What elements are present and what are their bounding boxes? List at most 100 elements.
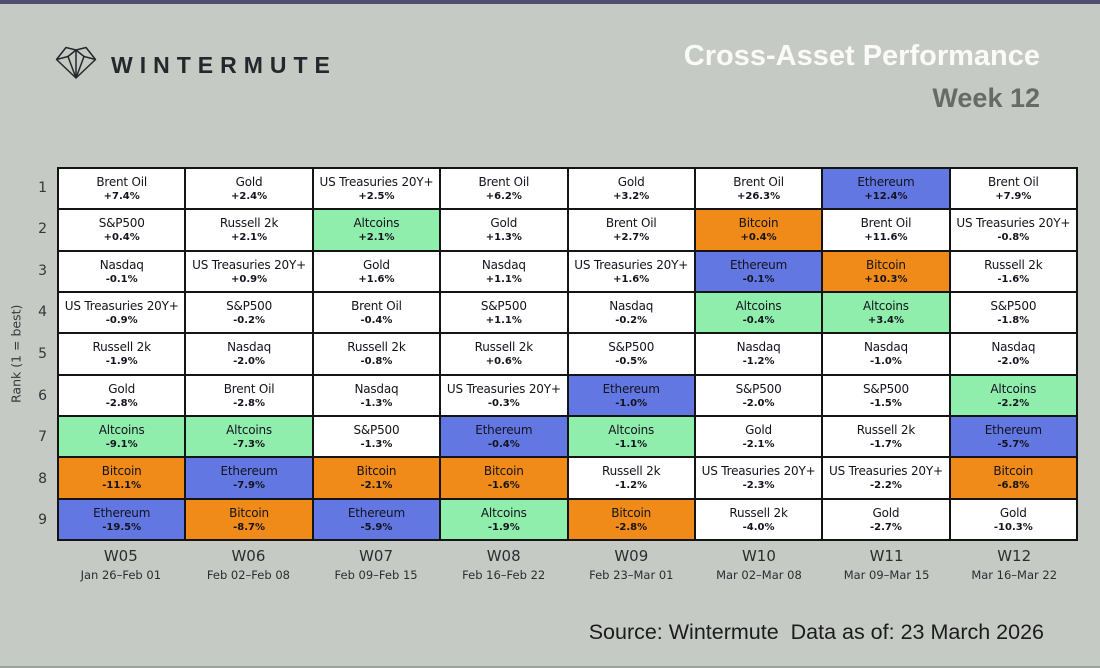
asset-change: +1.6% xyxy=(358,273,395,285)
x-tick-w10: W10 Mar 02–Mar 08 xyxy=(695,547,823,582)
asset-change: -11.1% xyxy=(102,480,142,492)
asset-name: Altcoins xyxy=(990,381,1037,396)
asset-name: Brent Oil xyxy=(223,381,275,396)
asset-name: Ethereum xyxy=(93,505,151,520)
asset-change: -2.7% xyxy=(869,521,902,533)
asset-change: +3.4% xyxy=(867,315,904,327)
cell-w08-rank-2: Gold +1.3% xyxy=(440,209,568,251)
top-accent-bar xyxy=(0,0,1100,4)
asset-change: -1.6% xyxy=(997,273,1030,285)
asset-change: -1.0% xyxy=(615,397,648,409)
asset-name: US Treasuries 20Y+ xyxy=(701,464,816,479)
rank-axis: 1 2 3 4 5 6 7 8 9 xyxy=(26,167,52,541)
rank-label-3: 3 xyxy=(38,262,47,279)
cell-w10-rank-6: S&P500 -2.0% xyxy=(694,374,823,416)
cell-w11-rank-2: Brent Oil +11.6% xyxy=(822,209,950,251)
cell-w10-rank-7: Gold -2.1% xyxy=(694,415,823,458)
asset-change: -2.0% xyxy=(997,356,1030,368)
asset-name: Ethereum xyxy=(857,175,915,190)
asset-name: Gold xyxy=(108,381,136,396)
cell-w07-rank-8: Bitcoin -2.1% xyxy=(312,457,441,499)
asset-change: -1.0% xyxy=(869,356,902,368)
cell-w07-rank-6: Nasdaq -1.3% xyxy=(312,374,441,416)
cell-w06-rank-6: Brent Oil -2.8% xyxy=(185,374,313,416)
cell-w05-rank-5: Russell 2k -1.9% xyxy=(58,333,186,375)
asset-name: Nasdaq xyxy=(736,340,781,355)
asset-name: Bitcoin xyxy=(229,505,269,520)
cell-w09-rank-9: Bitcoin -2.8% xyxy=(567,498,695,540)
asset-change: -5.9% xyxy=(360,521,393,533)
asset-name: S&P500 xyxy=(480,299,527,314)
cell-w10-rank-9: Russell 2k -4.0% xyxy=(694,498,823,540)
cell-w11-rank-8: US Treasuries 20Y+ -2.2% xyxy=(822,457,950,499)
rank-label-5: 5 xyxy=(38,346,47,363)
asset-name: Russell 2k xyxy=(474,340,534,355)
cell-w08-rank-9: Altcoins -1.9% xyxy=(440,498,568,540)
asset-name: Altcoins xyxy=(735,299,782,314)
asset-name: S&P500 xyxy=(990,299,1037,314)
asset-change: +2.7% xyxy=(613,232,650,244)
asset-change: +7.4% xyxy=(103,191,140,203)
asset-change: -7.3% xyxy=(233,439,265,451)
asset-name: Brent Oil xyxy=(351,299,402,314)
cell-w08-rank-4: S&P500 +1.1% xyxy=(440,291,568,334)
asset-change: +10.3% xyxy=(864,273,908,285)
asset-name: Brent Oil xyxy=(96,175,148,190)
wintermute-brand: WINTERMUTE xyxy=(55,46,337,84)
week-dates: Mar 16–Mar 22 xyxy=(971,568,1058,582)
asset-name: Nasdaq xyxy=(354,381,399,396)
asset-change: -0.2% xyxy=(233,315,265,327)
week-dates: Mar 09–Mar 15 xyxy=(843,568,930,582)
asset-name: Nasdaq xyxy=(481,257,526,272)
rank-label-8: 8 xyxy=(38,470,47,487)
week-column-w08: Brent Oil +6.2% Gold +1.3% Nasdaq +1.1% S&P500… xyxy=(440,168,568,540)
asset-change: +2.4% xyxy=(231,191,268,203)
chart-titles: Cross-Asset Performance Week 12 xyxy=(684,40,1040,114)
week-column-w09: Gold +3.2% Brent Oil +2.7% US Treasuries 20Y… xyxy=(567,168,695,540)
asset-name: Russell 2k xyxy=(602,464,661,479)
asset-change: -1.9% xyxy=(105,356,138,368)
cell-w07-rank-1: US Treasuries 20Y+ +2.5% xyxy=(312,168,441,210)
cell-w10-rank-1: Brent Oil +26.3% xyxy=(694,168,823,210)
cell-w07-rank-3: Gold +1.6% xyxy=(312,250,441,292)
asset-name: Bitcoin xyxy=(101,464,142,479)
cell-w12-rank-1: Brent Oil +7.9% xyxy=(949,168,1077,210)
asset-change: -2.1% xyxy=(360,480,393,492)
cell-w09-rank-1: Gold +3.2% xyxy=(567,168,695,210)
week-dates: Feb 09–Feb 15 xyxy=(334,568,418,582)
asset-name: S&P500 xyxy=(862,381,909,396)
asset-change: -4.0% xyxy=(742,521,775,533)
cell-w05-rank-3: Nasdaq -0.1% xyxy=(58,250,186,292)
asset-change: -19.5% xyxy=(102,521,142,533)
week-label: W11 xyxy=(869,547,904,565)
x-tick-w07: W07 Feb 09–Feb 15 xyxy=(312,547,440,582)
asset-change: -5.7% xyxy=(997,439,1030,451)
asset-name: Gold xyxy=(235,175,263,190)
asset-change: -2.2% xyxy=(869,480,902,492)
asset-name: Brent Oil xyxy=(987,175,1039,190)
cell-w10-rank-3: Ethereum -0.1% xyxy=(694,250,823,292)
asset-name: Ethereum xyxy=(347,505,405,520)
cell-w10-rank-5: Nasdaq -1.2% xyxy=(694,333,823,375)
week-column-w07: US Treasuries 20Y+ +2.5% Altcoins +2.1% Gold… xyxy=(312,168,441,540)
asset-name: Gold xyxy=(490,216,518,231)
page-subtitle: Week 12 xyxy=(932,83,1040,113)
asset-change: -1.8% xyxy=(997,315,1030,327)
asset-change: -1.6% xyxy=(487,480,520,492)
cell-w08-rank-6: US Treasuries 20Y+ -0.3% xyxy=(440,374,568,416)
asset-name: Brent Oil xyxy=(860,216,912,231)
week-label: W09 xyxy=(614,547,649,565)
asset-change: -1.1% xyxy=(615,439,648,451)
asset-change: -0.9% xyxy=(105,315,138,327)
rank-label-9: 9 xyxy=(38,512,47,529)
week-label: W10 xyxy=(741,547,776,565)
week-dates: Feb 02–Feb 08 xyxy=(206,568,290,582)
asset-change: -2.3% xyxy=(742,480,775,492)
asset-change: -2.8% xyxy=(105,397,138,409)
cell-w09-rank-7: Altcoins -1.1% xyxy=(567,415,695,458)
asset-change: -2.0% xyxy=(742,397,775,409)
source-footer: Source: Wintermute Data as of: 23 March … xyxy=(588,620,1044,644)
asset-name: Bitcoin xyxy=(866,257,906,272)
asset-change: +3.2% xyxy=(613,191,650,203)
asset-name: Russell 2k xyxy=(219,216,279,231)
